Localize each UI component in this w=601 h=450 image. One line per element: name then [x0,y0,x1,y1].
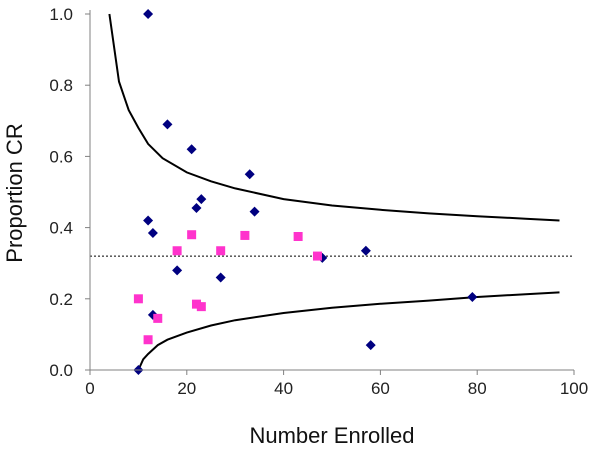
x-tick-label: 100 [560,379,588,398]
diamond-point [143,215,154,226]
y-tick-label: 0.0 [49,361,73,380]
x-tick-label: 80 [468,379,487,398]
y-tick-label: 0.8 [49,76,73,95]
diamond-point [162,119,173,130]
y-tick-label: 0.2 [49,290,73,309]
y-axis-title: Proportion CR [2,123,27,262]
bound-curves [108,13,560,371]
x-tick-label: 20 [177,379,196,398]
diamond-point [244,169,255,180]
square-point [216,246,226,256]
square-point [293,232,303,241]
diamond-point [186,144,197,155]
diamond-point [365,340,376,351]
lower-bound-curve [137,291,560,371]
square-point [133,294,143,304]
square-point [240,230,250,240]
diamond-point [172,265,183,276]
diamond-point [191,203,202,214]
square-point [143,335,153,345]
x-axis-title: Number Enrolled [249,423,414,448]
y-tick-label: 0.6 [49,147,73,166]
diamond-point [143,9,154,19]
square-point [172,246,182,256]
x-tick-label: 40 [274,379,293,398]
y-tick-label: 1.0 [49,5,73,24]
diamond-point [467,292,478,303]
diamond-point [196,194,207,205]
square-point [153,313,163,323]
diamond-point [249,206,260,217]
square-point [187,230,197,240]
y-tick-label: 0.4 [49,219,73,238]
square-point [191,299,201,309]
upper-bound-curve [108,13,560,222]
diamond-point [360,245,371,256]
square-point [312,251,322,261]
axes [85,10,575,375]
tick-labels: 0 20 40 60 80 100 0.0 0.2 0.4 0.6 0.8 1.0 [49,5,588,398]
diamond-point [147,227,158,238]
data-points [133,9,478,375]
square-point [196,302,206,312]
x-tick-label: 0 [85,379,94,398]
diamond-point [215,272,226,283]
x-tick-label: 60 [371,379,390,398]
